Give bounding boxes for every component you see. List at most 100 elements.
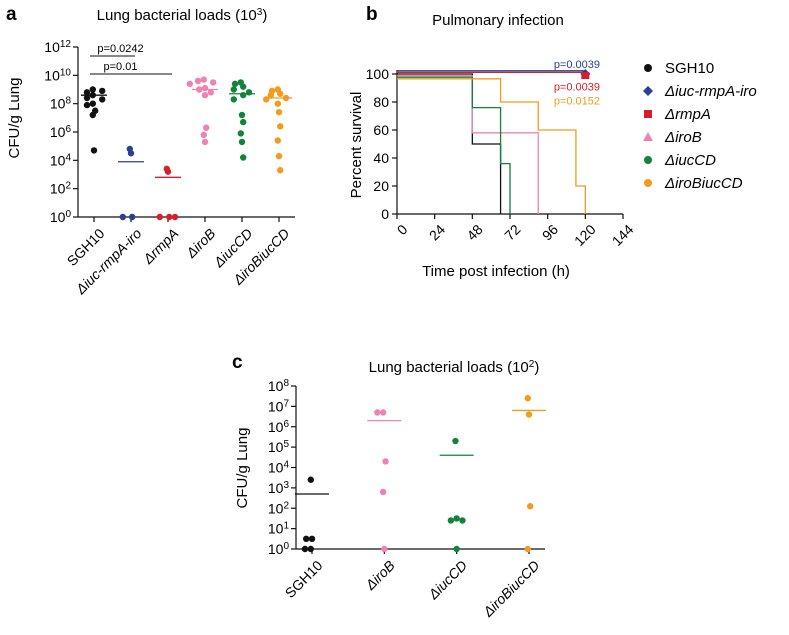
panel-b-ytick-label-40: 40 [373,150,389,166]
panel-a-point-delta-irob-10 [201,138,209,146]
panel-b-xtick-label-0: 0 [394,221,411,238]
panel-a-ylabel: CFU/g Lung [6,78,23,159]
panel-b-series-delta-irobiuccd [397,78,586,214]
panel-a-point-sgh10-6 [89,100,97,107]
panel-b-ytick-label-20: 20 [373,178,389,194]
panel-a-point-delta-irob-2 [210,79,217,86]
legend-marker-delta-iuc-rmpa-iro [643,86,653,96]
panel-c-point-delta-iuccd-3 [459,517,466,524]
legend: SGH10 Δiuc-rmpA-iro ΔrmpA ΔiroB ΔiucCD ΔiroBi… [643,60,757,192]
panel-a-point-delta-irob-1 [194,77,202,85]
panel-a-point-delta-iuccd-6 [230,96,237,103]
legend-marker-sgh10 [644,64,652,72]
panel-c-point-delta-iuccd-2 [447,517,455,524]
legend-label-delta-iuccd: ΔiucCD [664,152,716,169]
panel-a-category-label-delta-iuc-rmpa-iro: Δiuc-rmpA-iro [72,225,145,298]
panel-c-point-delta-irob-4 [381,545,388,553]
panel-c-point-delta-iuccd-1 [453,515,460,522]
panel-a-point-delta-iuc-rmpa-iro-2 [129,213,136,221]
panel-a-point-delta-rmpa-1 [164,168,172,175]
panel-c-ytick-label-2: 102 [268,500,290,517]
panel-a-point-delta-irobiuccd-3 [267,91,274,99]
panel-a-point-delta-irob-7 [201,91,209,99]
panel-a-ytick-label-10: 1010 [44,67,71,84]
panel-a-point-delta-iuccd-2 [240,83,247,90]
panel-a-point-sgh10-2 [99,87,106,95]
panel-b-p-label-1: p=0.0039 [554,82,600,94]
panel-a-point-delta-iuccd-8 [240,118,247,126]
panel-c-point-delta-irobiuccd-3 [524,545,531,553]
panel-a-point-delta-irob-8 [203,124,210,131]
panel-a-point-sgh10-1 [83,89,91,96]
panel-a-point-delta-rmpa-4 [171,213,179,221]
panel-c-point-sgh10-3 [307,545,314,553]
panel-a-point-delta-irob-4 [201,84,209,92]
panel-c-ytick-label-8: 108 [268,378,290,395]
panel-a-point-delta-rmpa-3 [156,213,163,221]
panel-a-point-delta-irobiuccd-6 [274,100,281,107]
panel-b-endmarker-rmpA [581,72,590,79]
panel-c-point-delta-iuccd-0 [452,437,459,445]
panel-letter-b: b [366,4,378,25]
panel-b-xtick-label-24: 24 [426,221,448,243]
panel-a-category-label-delta-rmpa: ΔrmpA [139,225,181,267]
panel-a-point-delta-iuccd-3 [230,86,237,93]
legend-marker-delta-irobiuccd [644,179,652,187]
panel-b-xtick-label-48: 48 [463,221,485,243]
panel-c-title: Lung bacterial loads (102) [369,359,540,377]
panel-a-point-delta-irobiuccd-5 [263,96,270,103]
panel-b-ytick-label-60: 60 [373,122,389,138]
panel-a-point-delta-iuccd-11 [240,154,247,161]
panel-a-point-delta-iuccd-9 [237,130,244,137]
legend-label-sgh10: SGH10 [665,60,714,77]
panel-c-ytick-label-5: 105 [268,439,290,456]
panel-c-point-sgh10-0 [307,476,314,483]
panel-c-point-sgh10-4 [301,545,309,553]
panel-a-point-delta-irobiuccd-10 [275,152,283,160]
panel-a-ytick-label-4: 104 [50,152,72,169]
panel-b-survival: Pulmonary infection Percent survival Tim… [348,12,637,280]
panel-a-point-sgh10-4 [83,94,91,102]
panel-c-ytick-label-3: 103 [268,479,290,496]
panel-c-category-label-sgh10: SGH10 [282,557,326,601]
panel-a-point-delta-irobiuccd-9 [274,137,281,144]
panel-a-title: Lung bacterial loads (103) [97,7,268,25]
panel-b-ytick-label-0: 0 [381,206,389,222]
panel-a-point-delta-rmpa-2 [166,213,173,221]
panel-b-p-label-0: p=0.0039 [554,59,600,71]
panel-b-xtick-label-72: 72 [501,221,523,243]
panel-a-ytick-label-12: 1012 [44,39,71,56]
panel-c-point-delta-irob-1 [374,409,381,416]
panel-a-point-delta-iuccd-4 [245,89,253,96]
panel-a-point-delta-iuc-rmpa-iro-1 [127,150,135,157]
panel-c-point-delta-irobiuccd-2 [527,503,534,510]
legend-marker-delta-rmpa [644,110,652,118]
panel-a-point-sgh10-5 [99,96,106,103]
panel-b-p-label-2: p=0.0152 [554,96,600,108]
panel-c-category-label-delta-irobiuccd: ΔiroBiucCD [479,557,542,620]
panel-b-xtick-label-120: 120 [571,221,599,249]
panel-letter-a: a [6,4,17,25]
panel-a-point-sgh10-9 [89,111,97,119]
legend-marker-delta-irob [643,132,653,141]
panel-c-scatter: Lung bacterial loads (102) CFU/g Lung 10… [234,359,546,620]
legend-label-delta-iuc-rmpa-iro: Δiuc-rmpA-iro [664,83,757,100]
panel-c-category-label-delta-iuccd: ΔiucCD [425,557,471,603]
panel-a-point-delta-irobiuccd-11 [277,167,284,174]
panel-b-xtick-label-96: 96 [539,221,561,243]
panel-a-point-delta-iuccd-7 [238,111,246,119]
panel-a-point-delta-irob-0 [200,76,207,83]
panel-a-point-delta-iuccd-10 [238,138,246,146]
panel-c-ytick-label-4: 104 [268,459,290,476]
panel-b-ytick-label-80: 80 [373,94,389,110]
legend-label-delta-irob: ΔiroB [664,129,702,146]
panel-c-ytick-label-1: 101 [268,520,290,537]
panel-b-title: Pulmonary infection [432,12,564,29]
panel-b-xlabel: Time post infection (h) [422,263,570,280]
panel-b-xtick-label-144: 144 [609,221,637,249]
panel-c-point-sgh10-1 [308,535,316,543]
panel-b-series-delta-iuccd [397,76,511,214]
panel-a-point-delta-irob-9 [200,131,207,139]
panel-c-ytick-label-0: 100 [268,541,290,558]
